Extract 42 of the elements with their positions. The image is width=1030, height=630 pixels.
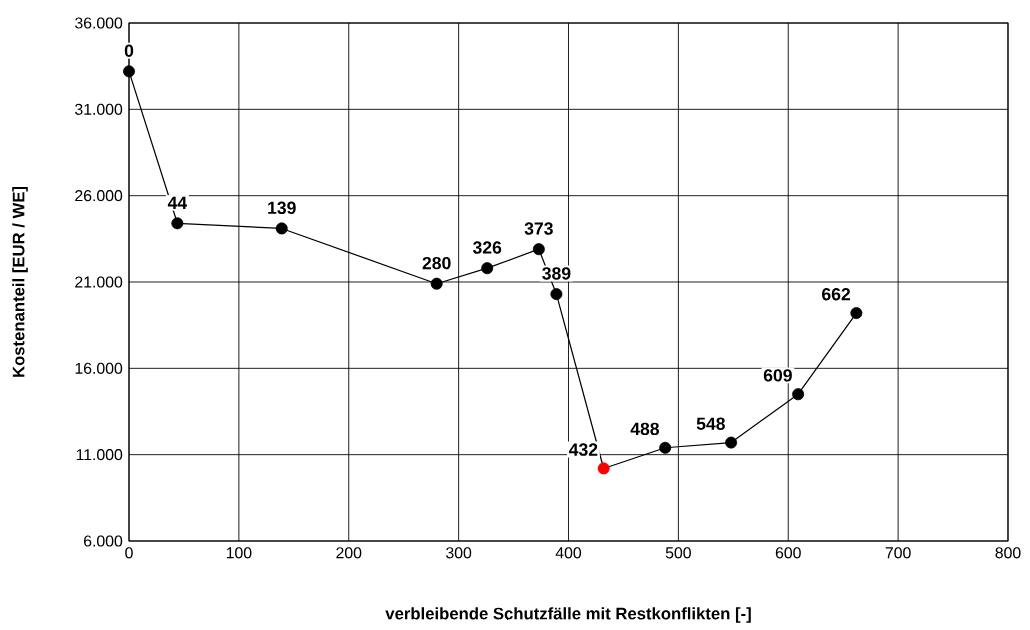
y-tick-label: 31.000 (75, 103, 123, 115)
annotation: 139 (268, 201, 296, 215)
y-tick-label: 16.000 (75, 362, 123, 374)
annotation: 280 (422, 256, 451, 270)
y-tick-label: 6.000 (84, 535, 123, 547)
x-tick-label: 600 (775, 547, 801, 559)
point (659, 441, 672, 454)
point (123, 65, 135, 78)
y-tick-label: 36.000 (75, 17, 123, 29)
annotation: 548 (696, 417, 725, 430)
annotation: 609 (763, 369, 792, 382)
annotation: 373 (524, 222, 553, 235)
y-tick-label: 26.000 (75, 190, 123, 202)
y-tick-label: 21.000 (75, 276, 123, 288)
x-tick-label: 300 (446, 547, 472, 559)
point (532, 243, 545, 256)
annotation: 389 (542, 267, 571, 280)
y-tick-label: 11.000 (76, 449, 123, 461)
annotation: 488 (630, 422, 660, 436)
point (850, 307, 863, 320)
point (171, 217, 184, 230)
point (430, 277, 443, 290)
annotation: 432 (568, 443, 598, 456)
x-axis-title: verbleibende Schutzfälle mit Restkonflikten [-] (385, 607, 751, 623)
point (792, 388, 805, 401)
point (275, 222, 288, 235)
y-axis-title: Kostenanteil [EUR / WE] (12, 186, 28, 377)
annotation: 44 (167, 196, 188, 209)
point (725, 436, 738, 449)
annotation: 0 (124, 44, 134, 57)
point (597, 462, 610, 475)
x-tick-label: 0 (125, 547, 133, 559)
x-tick-label: 500 (665, 547, 691, 559)
x-tick-label: 200 (336, 547, 362, 559)
x-tick-label: 700 (885, 547, 911, 559)
point (550, 288, 563, 301)
x-tick-label: 400 (555, 547, 582, 559)
x-tick-label: 800 (995, 547, 1021, 559)
annotation: 662 (822, 287, 851, 301)
x-tick-label: 100 (226, 547, 252, 559)
annotation: 326 (472, 241, 502, 254)
point (481, 262, 494, 275)
